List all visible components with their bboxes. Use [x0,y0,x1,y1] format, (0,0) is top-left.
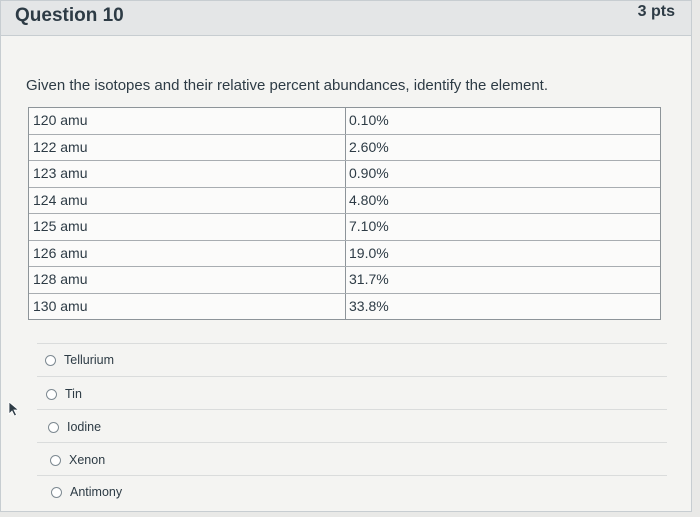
radio-button[interactable] [45,354,56,366]
question-prompt: Given the isotopes and their relative pe… [26,77,548,94]
mass-cell: 125 amu [29,214,346,240]
option-divider [37,343,667,344]
mass-cell: 130 amu [29,293,346,319]
abundance-cell: 19.0% [349,244,389,261]
abundance-cell: 4.80% [349,191,389,208]
table-row: 122 amu 2.60% [29,133,660,160]
answer-label: Tellurium [64,353,115,367]
abundance-cell: 7.10% [349,218,389,234]
abundance-cell: 0.10% [349,112,389,128]
question-title: Question 10 [15,5,124,26]
isotope-table: 120 amu 0.10% 122 amu 2.60% 123 amu 0.90… [28,107,661,320]
radio-button[interactable] [51,486,62,498]
table-row: 120 amu 0.10% [29,108,660,134]
question-card: Question 10 3 pts Given the isotopes and… [0,0,692,512]
answer-option-iodine[interactable]: Iodine [48,420,101,434]
option-divider [37,376,667,377]
answer-label: Xenon [69,453,106,467]
abundance-cell: 33.8% [349,297,389,314]
answer-label: Antimony [70,485,123,499]
mass-cell: 128 amu [29,267,346,293]
answer-label: Iodine [67,420,102,434]
abundance-cell: 31.7% [349,271,389,287]
answer-option-tellurium[interactable]: Tellurium [45,353,114,367]
option-divider [37,409,667,410]
answer-option-xenon[interactable]: Xenon [50,453,105,467]
abundance-cell: 2.60% [349,138,389,155]
mass-cell: 123 amu [29,161,346,187]
table-row: 130 amu 33.8% [29,292,660,319]
table-row: 125 amu 7.10% [29,213,660,240]
answer-option-tin[interactable]: Tin [46,387,82,401]
table-row: 128 amu 31.7% [29,266,660,293]
radio-button[interactable] [50,454,61,466]
mass-cell: 122 amu [29,134,346,160]
table-row: 123 amu 0.90% [29,160,660,187]
question-header: Question 10 3 pts [1,1,691,36]
mass-cell: 124 amu [29,187,346,213]
abundance-cell: 0.90% [349,165,389,181]
answer-option-antimony[interactable]: Antimony [51,485,122,499]
table-row: 126 amu 19.0% [29,239,660,266]
question-points: 3 pts [637,3,675,20]
radio-button[interactable] [46,388,57,400]
table-row: 124 amu 4.80% [29,186,660,213]
option-divider [37,475,667,476]
radio-button[interactable] [48,421,59,433]
pointer-cursor-icon [8,401,20,420]
mass-cell: 126 amu [29,240,346,266]
mass-cell: 120 amu [29,108,346,134]
answer-label: Tin [65,387,82,401]
option-divider [37,442,667,443]
